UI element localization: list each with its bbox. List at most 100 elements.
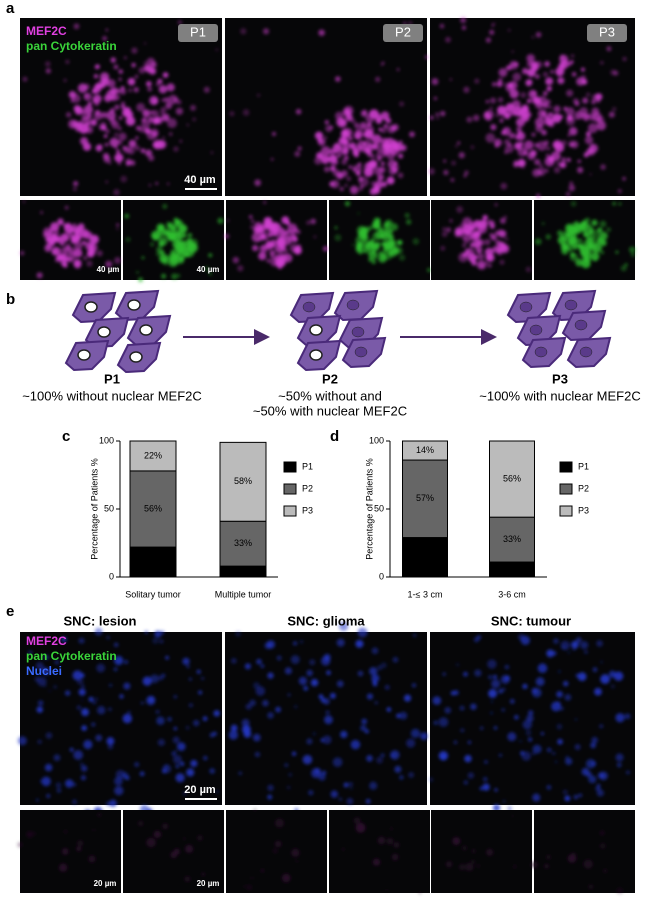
signal — [283, 253, 293, 263]
signal — [232, 256, 240, 264]
signal — [376, 756, 383, 764]
signal — [499, 118, 504, 123]
signal — [154, 143, 161, 150]
signal — [249, 699, 256, 707]
panel-label: a — [6, 0, 15, 17]
signal — [352, 164, 362, 174]
signal — [186, 768, 195, 777]
signal — [378, 127, 383, 132]
signal — [561, 140, 567, 146]
signal — [503, 215, 507, 219]
signal — [179, 140, 183, 143]
signal — [461, 231, 465, 235]
signal — [341, 159, 348, 165]
signal — [165, 656, 169, 660]
signal — [203, 86, 210, 93]
signal — [114, 256, 122, 264]
scale-bar-label: 40 µm — [197, 265, 220, 274]
signal — [113, 132, 119, 138]
micrograph-signal — [334, 200, 432, 273]
signal — [391, 163, 400, 172]
signal — [166, 83, 175, 92]
stain-label: MEF2C — [26, 24, 67, 38]
signal — [80, 775, 87, 781]
signal — [346, 176, 352, 182]
signal — [433, 96, 438, 101]
signal — [485, 99, 490, 104]
signal — [534, 238, 542, 245]
signal — [597, 116, 605, 124]
signal — [176, 99, 182, 105]
signal — [375, 76, 381, 82]
signal — [426, 267, 432, 273]
signal — [507, 28, 511, 32]
signal — [88, 855, 96, 863]
signal — [322, 735, 332, 745]
signal — [53, 685, 57, 689]
signal — [569, 235, 578, 244]
signal — [487, 263, 492, 268]
signal — [43, 667, 51, 676]
signal — [114, 104, 120, 110]
nucleus — [529, 324, 543, 336]
signal — [591, 761, 597, 767]
signal — [484, 760, 488, 764]
signal — [378, 166, 386, 174]
signal — [484, 238, 491, 246]
signal — [196, 669, 201, 674]
signal — [457, 141, 461, 145]
image-title: SNC: lesion — [64, 613, 137, 628]
legend-label: P2 — [302, 483, 313, 493]
signal — [290, 655, 300, 665]
signal — [558, 670, 561, 673]
signal — [600, 61, 604, 65]
signal — [445, 227, 452, 233]
signal — [171, 751, 177, 756]
signal — [177, 231, 186, 240]
signal — [516, 126, 523, 133]
stage-description: ~100% without nuclear MEF2C — [22, 388, 202, 403]
signal — [386, 150, 396, 160]
signal — [446, 861, 453, 868]
signal — [546, 86, 552, 92]
signal — [161, 768, 167, 774]
signal — [254, 221, 263, 231]
signal — [428, 168, 435, 175]
signal — [279, 230, 286, 237]
signal — [570, 200, 577, 207]
signal — [250, 876, 254, 880]
signal — [325, 710, 330, 715]
signal — [349, 786, 353, 790]
signal — [60, 233, 70, 242]
value-label: 56% — [144, 503, 162, 513]
signal — [114, 786, 124, 796]
signal — [556, 701, 561, 706]
signal — [629, 246, 636, 254]
signal — [486, 848, 494, 856]
signal — [242, 109, 250, 116]
signal — [158, 675, 164, 681]
signal — [510, 62, 516, 68]
signal — [531, 861, 538, 869]
signal — [150, 61, 157, 68]
micrograph-signal — [124, 203, 224, 283]
signal — [238, 771, 242, 776]
signal — [72, 223, 77, 227]
signal — [119, 694, 124, 699]
signal — [489, 223, 496, 229]
signal — [272, 131, 276, 136]
stage-name: P1 — [104, 371, 120, 386]
signal — [56, 788, 62, 793]
signal — [323, 166, 330, 173]
signal — [134, 761, 140, 768]
signal — [144, 127, 151, 134]
signal — [128, 88, 133, 93]
signal — [503, 82, 509, 88]
nucleus — [354, 346, 368, 358]
signal — [81, 699, 84, 702]
signal — [110, 57, 116, 63]
signal — [97, 79, 107, 89]
signal — [359, 231, 364, 236]
signal — [453, 740, 458, 745]
signal — [193, 719, 200, 727]
